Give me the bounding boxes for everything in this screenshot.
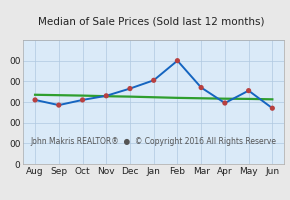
Point (80, 98, 85, 102)
Point (151, 79, 156, 82)
Text: John Makris REALTOR®  ●  © Copyright 2016 All Rights Reserve: John Makris REALTOR® ● © Copyright 2016 … (31, 137, 277, 146)
Point (104, 94, 108, 97)
Point (33, 98, 37, 102)
Point (57, 104, 61, 107)
Point (270, 107, 275, 110)
Point (199, 86, 204, 89)
Point (128, 87, 132, 90)
Point (222, 101, 227, 105)
Point (246, 89, 251, 92)
Text: Median of Sale Prices (Sold last 12 months): Median of Sale Prices (Sold last 12 mont… (37, 16, 264, 26)
Point (175, 59, 180, 62)
